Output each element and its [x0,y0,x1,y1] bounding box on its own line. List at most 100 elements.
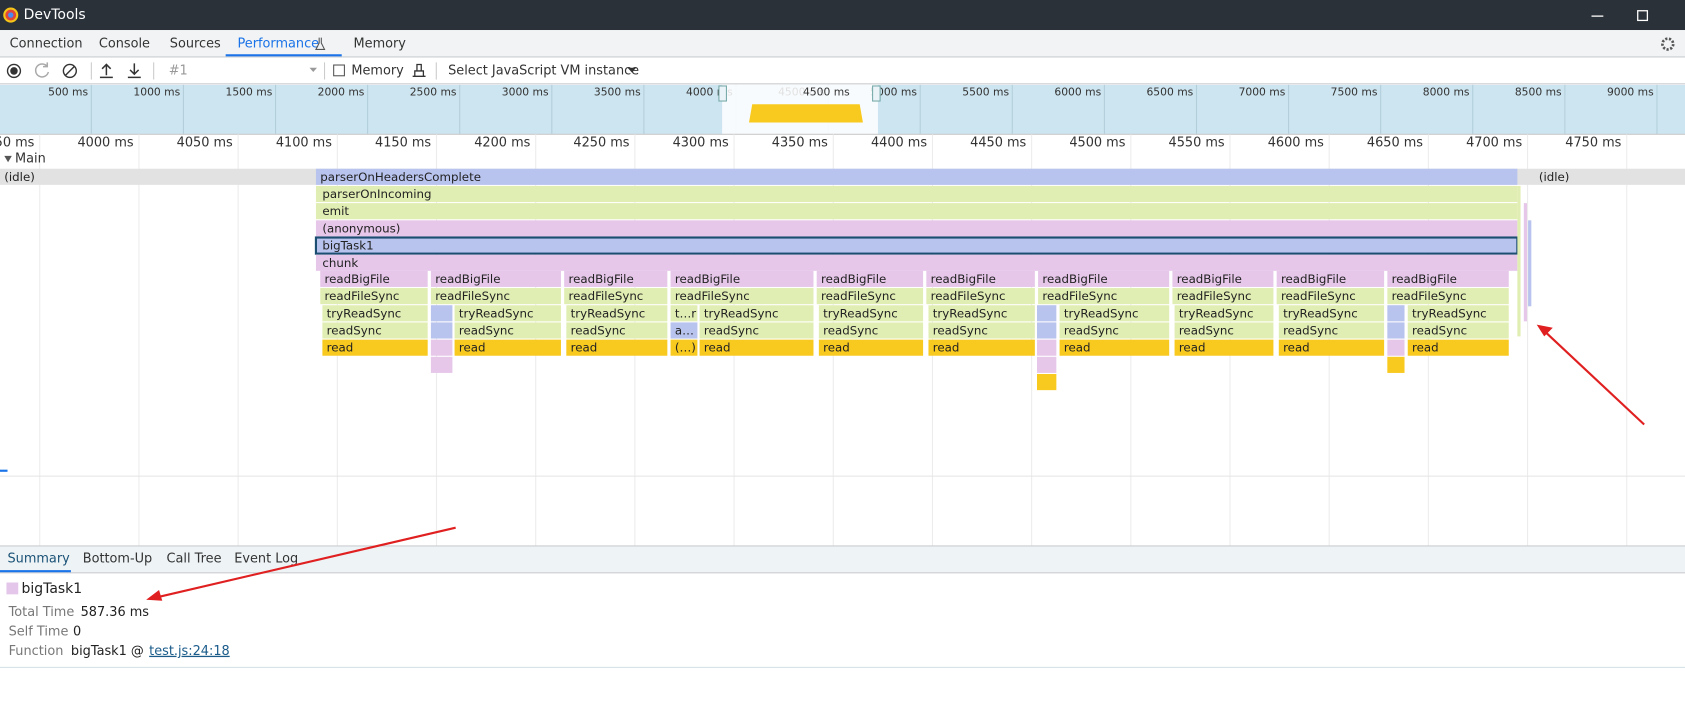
dropdown-arrow [627,67,637,73]
idle-label: (idle) [1539,170,1570,184]
frame-label: t…r [675,306,696,320]
details-tab[interactable]: Call Tree [167,551,222,566]
call-frame [454,322,561,339]
call-frame [1174,305,1274,322]
details-tab[interactable]: Bottom-Up [83,551,152,566]
call-frame [670,270,814,287]
frame-label: tryReadSync [327,306,402,320]
ruler-tick-label: 4300 ms [673,135,729,150]
frame-label: readBigFile [1042,272,1107,286]
track-name[interactable]: Main [15,152,46,167]
frame-label: readBigFile [435,272,500,286]
details-tab[interactable]: Event Log [234,551,298,566]
call-frame [670,339,698,356]
upload-button[interactable] [99,63,113,79]
settings-button[interactable] [1661,37,1675,51]
call-frame [1278,339,1385,356]
event-swatch [6,582,19,595]
details-tab[interactable]: Summary [8,551,71,566]
ruler-tick-label: 4650 ms [1367,135,1423,150]
overview-tick-label: 6000 ms [1054,85,1101,98]
frame-label: readFileSync [1392,289,1467,303]
selection-handle [872,85,881,102]
frame-label: read [823,341,850,355]
frame-label: read [1283,341,1310,355]
frame-label: readSync [459,324,514,338]
dropdown-arrow [309,67,318,73]
frame-label: readFileSync [1042,289,1117,303]
frame-label: readBigFile [325,272,390,286]
call-frame [670,288,814,305]
panel-tab[interactable]: Memory [354,37,407,52]
frame-label: tryReadSync [1283,306,1358,320]
record-button[interactable] [6,63,22,79]
call-frame [1037,356,1057,373]
frame-label: parserOnIncoming [322,187,431,201]
frame-label: read [327,341,354,355]
call-frame [454,339,561,356]
ruler-tick-label: 4400 ms [871,135,927,150]
call-frame [315,185,1518,203]
call-frame [1387,322,1405,339]
call-frame [1276,288,1385,305]
call-frame [430,339,453,356]
panel-tab[interactable]: Sources [170,37,221,52]
detail-label: Self Time [9,624,69,639]
call-frame [818,305,924,322]
ruler-tick-label: 3950 ms [0,135,35,150]
frame-label: tryReadSync [1179,306,1254,320]
idle-label: (idle) [4,170,35,184]
call-frame [1037,305,1057,322]
frame-label: (…) [675,341,696,355]
call-frame [320,288,428,305]
overview-tick-label: 3500 ms [594,85,641,98]
call-frame [430,270,561,287]
panel-tab[interactable]: Performance [237,37,319,52]
memory-label[interactable]: Memory [351,63,404,78]
frame-label: tryReadSync [1412,306,1487,320]
call-frame [1523,203,1528,322]
overview-tick-label: 3000 ms [502,85,549,98]
gc-button[interactable] [412,63,426,77]
call-frame [566,305,668,322]
clear-button[interactable] [62,63,77,79]
overview-tick-label: 1500 ms [226,85,273,98]
download-button[interactable] [127,63,141,79]
overview-tick-label: 2500 ms [410,85,457,98]
call-frame [699,305,814,322]
frame-label: readFileSync [675,289,750,303]
call-frame [315,254,1518,271]
track-expand-arrow[interactable] [4,155,12,163]
frame-label: readFileSync [1281,289,1356,303]
profile-select[interactable]: #1 [169,63,188,78]
frame-label: readBigFile [1177,272,1242,286]
call-frame [320,270,428,287]
frame-label: read [704,341,731,355]
source-link[interactable]: test.js:24:18 [149,644,230,659]
call-frame [1407,339,1509,356]
ruler-tick-label: 4200 ms [474,135,530,150]
call-frame [322,305,428,322]
call-frame [670,305,698,322]
frame-label: readSync [327,324,382,338]
reload-button[interactable] [34,62,50,78]
vm-select[interactable]: Select JavaScript VM instance [448,63,639,78]
call-frame [1059,339,1170,356]
frame-label: read [1412,341,1439,355]
ruler-tick-label: 4550 ms [1169,135,1225,150]
overview-tick-label: 8000 ms [1423,85,1470,98]
ruler-tick-label: 4100 ms [276,135,332,150]
call-frame [1528,220,1532,307]
panel-tab[interactable]: Connection [10,37,83,52]
call-frame [1174,339,1274,356]
panel-tab[interactable]: Console [99,37,150,52]
call-frame [1278,322,1385,339]
call-frame [1059,322,1170,339]
detail-label: Function [9,644,64,659]
frame-label: readBigFile [1392,272,1457,286]
call-frame [926,288,1035,305]
frame-label: readFileSync [821,289,896,303]
call-frame [314,236,1519,255]
call-frame [564,270,668,287]
